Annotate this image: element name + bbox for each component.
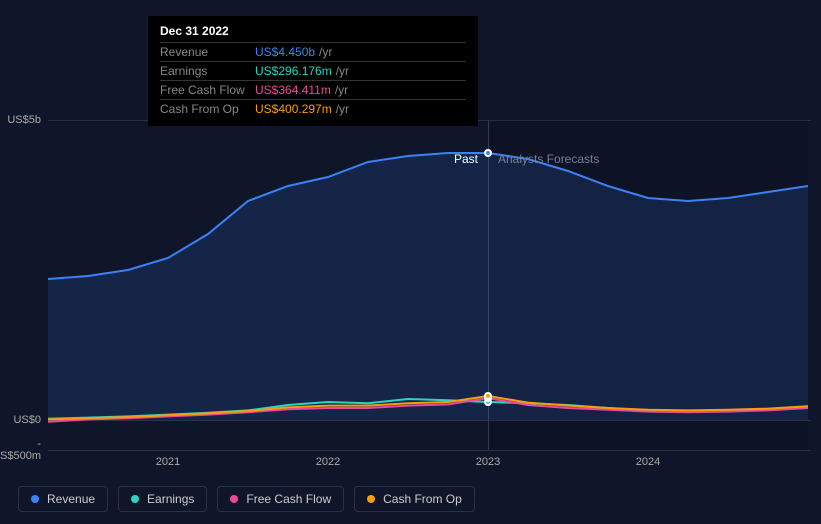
chart-tooltip: Dec 31 2022 RevenueUS$4.450b/yrEarningsU… — [148, 16, 478, 126]
region-label-forecast: Analysts Forecasts — [498, 152, 599, 166]
tooltip-label: Cash From Op — [160, 102, 255, 116]
legend-dot-icon — [31, 495, 39, 503]
hover-marker — [484, 149, 492, 157]
tooltip-date: Dec 31 2022 — [160, 24, 466, 42]
y-axis-label: US$5b — [7, 114, 41, 126]
tooltip-row: Free Cash FlowUS$364.411m/yr — [160, 80, 466, 99]
legend-item[interactable]: Revenue — [18, 486, 108, 512]
region-label-past: Past — [454, 152, 478, 166]
tooltip-value: US$400.297m — [255, 102, 332, 116]
legend-label: Cash From Op — [383, 492, 462, 506]
plot-area[interactable] — [48, 120, 808, 450]
legend-item[interactable]: Earnings — [118, 486, 207, 512]
legend-dot-icon — [131, 495, 139, 503]
legend-label: Revenue — [47, 492, 95, 506]
hover-marker — [484, 392, 492, 400]
tooltip-row: RevenueUS$4.450b/yr — [160, 42, 466, 61]
tooltip-row: Cash From OpUS$400.297m/yr — [160, 99, 466, 118]
tooltip-rows: RevenueUS$4.450b/yrEarningsUS$296.176m/y… — [160, 42, 466, 118]
y-axis-label: -US$500m — [0, 438, 41, 462]
x-axis-label: 2022 — [316, 456, 340, 468]
legend-label: Free Cash Flow — [246, 492, 331, 506]
tooltip-value: US$296.176m — [255, 64, 332, 78]
tooltip-unit: /yr — [336, 64, 349, 78]
legend-dot-icon — [230, 495, 238, 503]
y-axis-label: US$0 — [13, 414, 41, 426]
legend-item[interactable]: Free Cash Flow — [217, 486, 344, 512]
x-axis-label: 2024 — [636, 456, 660, 468]
legend-item[interactable]: Cash From Op — [354, 486, 475, 512]
legend-label: Earnings — [147, 492, 194, 506]
gridline — [48, 450, 811, 451]
tooltip-label: Free Cash Flow — [160, 83, 255, 97]
tooltip-value: US$364.411m — [255, 83, 331, 97]
tooltip-value: US$4.450b — [255, 45, 315, 59]
chart-legend: Revenue Earnings Free Cash Flow Cash From O… — [18, 486, 475, 512]
tooltip-row: EarningsUS$296.176m/yr — [160, 61, 466, 80]
tooltip-label: Revenue — [160, 45, 255, 59]
tooltip-unit: /yr — [336, 102, 349, 116]
tooltip-unit: /yr — [319, 45, 332, 59]
tooltip-label: Earnings — [160, 64, 255, 78]
x-axis-label: 2023 — [476, 456, 500, 468]
earnings-revenue-chart: US$5bUS$0-US$500m PastAnalysts Forecasts… — [0, 120, 821, 475]
legend-dot-icon — [367, 495, 375, 503]
x-axis-label: 2021 — [156, 456, 180, 468]
tooltip-unit: /yr — [335, 83, 348, 97]
